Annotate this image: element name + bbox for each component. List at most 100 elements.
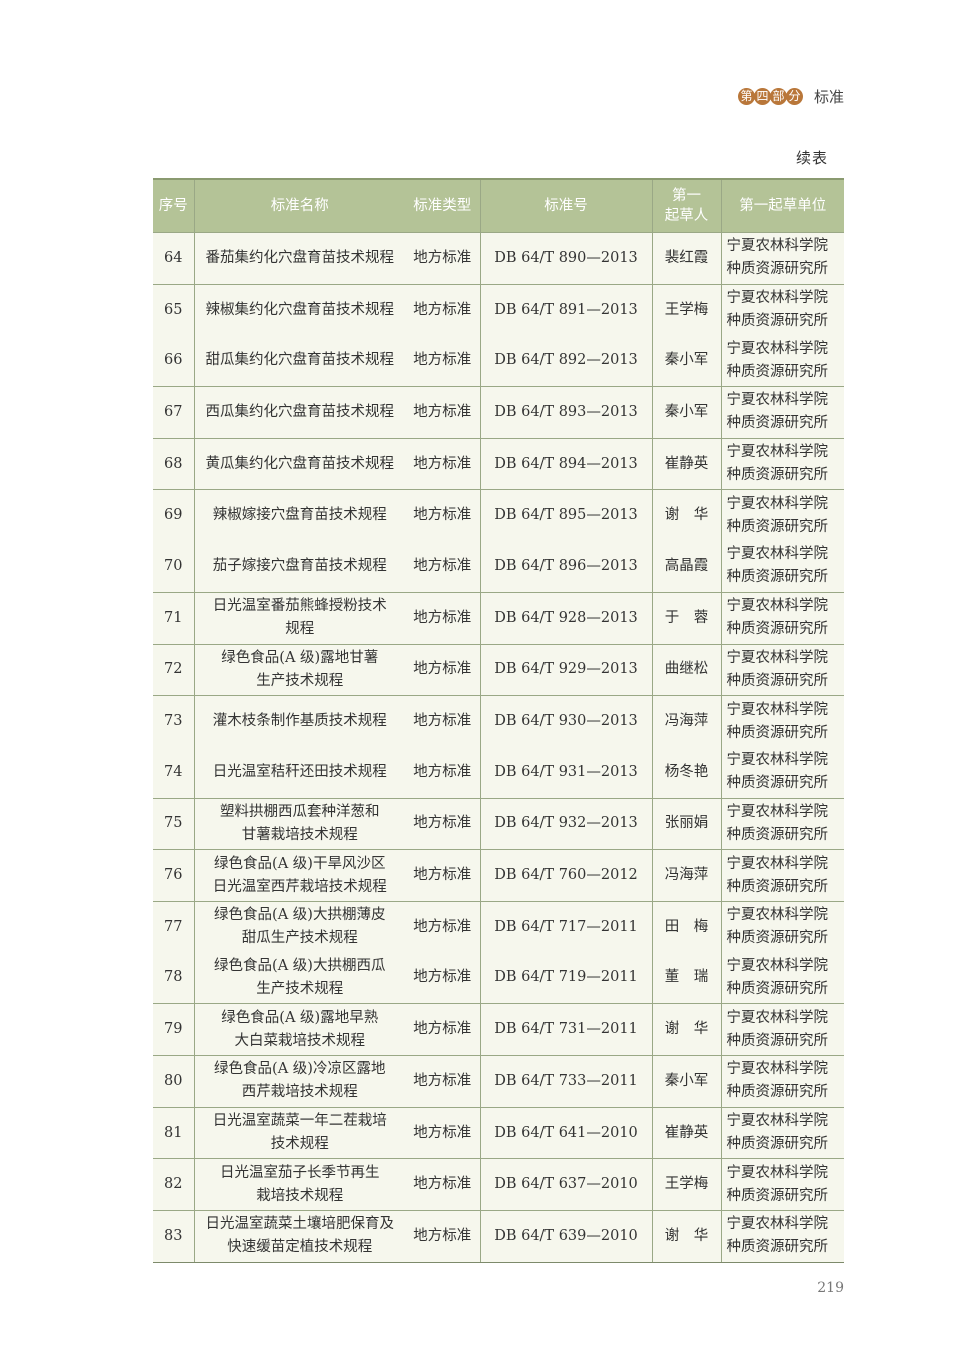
cell-drafter: 崔静英 xyxy=(651,438,721,491)
cell-unit: 宁夏农林科学院 种质资源研究所 xyxy=(720,541,844,593)
table-row: 82 日光温室茄子长季节再生 栽培技术规程 地方标准 DB 64/T 637—2010 王… xyxy=(153,1158,844,1212)
header-name: 标准名称 xyxy=(193,178,405,233)
table-row: 68 黄瓜集约化穴盘育苗技术规程 地方标准 DB 64/T 894—2013 崔静英 宁夏… xyxy=(153,438,844,491)
table-row: 65 辣椒集约化穴盘育苗技术规程 地方标准 DB 64/T 891—2013 王学梅 宁夏… xyxy=(153,284,844,336)
cell-name: 日光温室蔬菜土壤培肥保育及 快速缓苗定植技术规程 xyxy=(193,1210,405,1263)
cell-drafter: 裴红霞 xyxy=(651,232,721,285)
cell-unit: 宁夏农林科学院 种质资源研究所 xyxy=(720,952,844,1005)
cell-name: 茄子嫁接穴盘育苗技术规程 xyxy=(193,541,405,593)
cell-type: 地方标准 xyxy=(405,1210,480,1263)
cell-code: DB 64/T 641—2010 xyxy=(479,1107,652,1160)
cell-type: 地方标准 xyxy=(405,335,480,388)
cell-unit: 宁夏农林科学院 种质资源研究所 xyxy=(720,695,844,747)
table-row: 77 绿色食品(A 级)大拱棚薄皮 甜瓜生产技术规程 地方标准 DB 64/T 717—… xyxy=(153,901,844,953)
cell-code: DB 64/T 895—2013 xyxy=(479,489,652,542)
cell-type: 地方标准 xyxy=(405,386,480,439)
cell-drafter: 王学梅 xyxy=(651,284,721,336)
cell-drafter: 秦小军 xyxy=(651,1055,721,1108)
cell-unit: 宁夏农林科学院 种质资源研究所 xyxy=(720,849,844,902)
cell-type: 地方标准 xyxy=(405,438,480,491)
cell-type: 地方标准 xyxy=(405,952,480,1005)
cell-index: 76 xyxy=(153,849,194,902)
cell-drafter: 冯海萍 xyxy=(651,695,721,747)
cell-name: 绿色食品(A 级)大拱棚薄皮 甜瓜生产技术规程 xyxy=(193,901,405,953)
continued-label: 续表 xyxy=(795,149,828,167)
cell-type: 地方标准 xyxy=(405,695,480,747)
cell-name: 日光温室秸秆还田技术规程 xyxy=(193,746,405,799)
table-row: 66 甜瓜集约化穴盘育苗技术规程 地方标准 DB 64/T 892—2013 秦小军 宁夏… xyxy=(153,335,844,388)
cell-name: 甜瓜集约化穴盘育苗技术规程 xyxy=(193,335,405,388)
cell-index: 68 xyxy=(153,438,194,491)
table-row: 79 绿色食品(A 级)露地早熟 大白菜栽培技术规程 地方标准 DB 64/T 731—… xyxy=(153,1003,844,1056)
cell-drafter: 谢 华 xyxy=(651,1210,721,1263)
cell-index: 83 xyxy=(153,1210,194,1263)
cell-name: 辣椒嫁接穴盘育苗技术规程 xyxy=(193,489,405,542)
cell-name: 西瓜集约化穴盘育苗技术规程 xyxy=(193,386,405,439)
cell-index: 74 xyxy=(153,746,194,799)
cell-unit: 宁夏农林科学院 种质资源研究所 xyxy=(720,644,844,697)
cell-drafter: 谢 华 xyxy=(651,1003,721,1056)
cell-drafter: 崔静英 xyxy=(651,1107,721,1160)
table-row: 78 绿色食品(A 级)大拱棚西瓜 生产技术规程 地方标准 DB 64/T 719—20… xyxy=(153,952,844,1005)
part-chip: 第 四 部 分 xyxy=(737,88,803,105)
cell-drafter: 田 梅 xyxy=(651,901,721,953)
chip-char: 分 xyxy=(785,88,803,105)
cell-index: 72 xyxy=(153,644,194,697)
cell-drafter: 董 瑞 xyxy=(651,952,721,1005)
cell-type: 地方标准 xyxy=(405,1055,480,1108)
cell-index: 67 xyxy=(153,386,194,439)
cell-code: DB 64/T 894—2013 xyxy=(479,438,652,491)
cell-name: 黄瓜集约化穴盘育苗技术规程 xyxy=(193,438,405,491)
cell-drafter: 秦小军 xyxy=(651,335,721,388)
table-row: 69 辣椒嫁接穴盘育苗技术规程 地方标准 DB 64/T 895—2013 谢 华宁夏农… xyxy=(153,489,844,542)
cell-drafter: 冯海萍 xyxy=(651,849,721,902)
cell-unit: 宁夏农林科学院 种质资源研究所 xyxy=(720,489,844,542)
cell-name: 绿色食品(A 级)露地早熟 大白菜栽培技术规程 xyxy=(193,1003,405,1056)
cell-index: 71 xyxy=(153,592,194,645)
cell-code: DB 64/T 890—2013 xyxy=(479,232,652,285)
cell-drafter: 谢 华 xyxy=(651,489,721,542)
cell-type: 地方标准 xyxy=(405,1158,480,1212)
cell-name: 番茄集约化穴盘育苗技术规程 xyxy=(193,232,405,285)
cell-index: 73 xyxy=(153,695,194,747)
cell-index: 77 xyxy=(153,901,194,953)
table-row: 70 茄子嫁接穴盘育苗技术规程 地方标准 DB 64/T 896—2013 高晶霞 宁夏农… xyxy=(153,541,844,593)
cell-type: 地方标准 xyxy=(405,489,480,542)
cell-unit: 宁夏农林科学院 种质资源研究所 xyxy=(720,335,844,388)
cell-index: 78 xyxy=(153,952,194,1005)
cell-unit: 宁夏农林科学院 种质资源研究所 xyxy=(720,1003,844,1056)
cell-unit: 宁夏农林科学院 种质资源研究所 xyxy=(720,1055,844,1108)
cell-unit: 宁夏农林科学院 种质资源研究所 xyxy=(720,901,844,953)
chip-char: 第 xyxy=(737,88,755,105)
cell-type: 地方标准 xyxy=(405,644,480,697)
cell-code: DB 64/T 733—2011 xyxy=(479,1055,652,1108)
cell-code: DB 64/T 639—2010 xyxy=(479,1210,652,1263)
cell-drafter: 高晶霞 xyxy=(651,541,721,593)
cell-name: 日光温室蔬菜一年二茬栽培 技术规程 xyxy=(193,1107,405,1160)
cell-code: DB 64/T 719—2011 xyxy=(479,952,652,1005)
cell-type: 地方标准 xyxy=(405,849,480,902)
chip-char: 四 xyxy=(753,88,771,105)
cell-drafter: 杨冬艳 xyxy=(651,746,721,799)
cell-type: 地方标准 xyxy=(405,901,480,953)
cell-index: 64 xyxy=(153,232,194,285)
cell-index: 82 xyxy=(153,1158,194,1212)
table-header-row: 序号 标准名称 标准类型 标准号 第一 起草人 第一起草单位 xyxy=(153,178,844,233)
table-row: 71 日光温室番茄熊蜂授粉技术 规程 地方标准 DB 64/T 928—2013 于 蓉宁… xyxy=(153,592,844,645)
running-head: 第 四 部 分 标准 xyxy=(737,86,844,107)
cell-name: 灌木枝条制作基质技术规程 xyxy=(193,695,405,747)
table-row: 83 日光温室蔬菜土壤培肥保育及 快速缓苗定植技术规程 地方标准 DB 64/T 639… xyxy=(153,1210,844,1263)
cell-name: 绿色食品(A 级)大拱棚西瓜 生产技术规程 xyxy=(193,952,405,1005)
cell-type: 地方标准 xyxy=(405,798,480,851)
cell-unit: 宁夏农林科学院 种质资源研究所 xyxy=(720,746,844,799)
table-row: 67 西瓜集约化穴盘育苗技术规程 地方标准 DB 64/T 893—2013 秦小军 宁夏… xyxy=(153,386,844,439)
table-row: 72 绿色食品(A 级)露地甘薯 生产技术规程 地方标准 DB 64/T 929—201… xyxy=(153,644,844,697)
cell-unit: 宁夏农林科学院 种质资源研究所 xyxy=(720,1158,844,1212)
cell-code: DB 64/T 637—2010 xyxy=(479,1158,652,1212)
cell-unit: 宁夏农林科学院 种质资源研究所 xyxy=(720,232,844,285)
cell-code: DB 64/T 928—2013 xyxy=(479,592,652,645)
cell-code: DB 64/T 932—2013 xyxy=(479,798,652,851)
cell-index: 75 xyxy=(153,798,194,851)
cell-name: 辣椒集约化穴盘育苗技术规程 xyxy=(193,284,405,336)
cell-type: 地方标准 xyxy=(405,746,480,799)
